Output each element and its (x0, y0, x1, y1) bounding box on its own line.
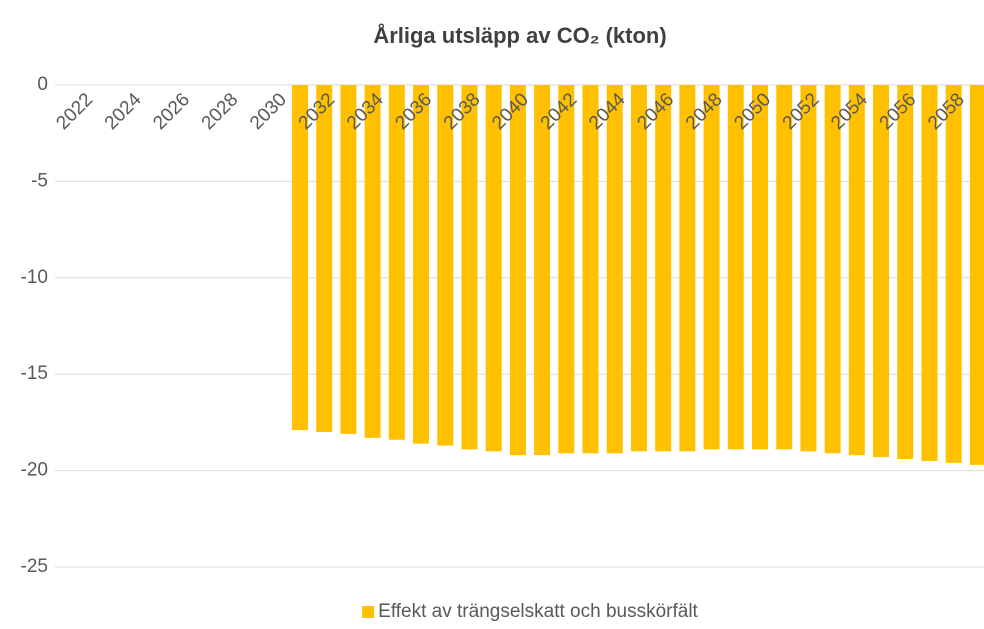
bar (461, 85, 478, 450)
x-tick-label: 2022 (52, 89, 97, 134)
bar (292, 85, 308, 431)
bar (558, 85, 575, 454)
bar (800, 85, 817, 452)
y-tick-label: -25 (21, 556, 48, 577)
bar (655, 85, 672, 452)
y-tick-label: -10 (21, 267, 48, 288)
legend-label: Effekt av trängselskatt och busskörfält (378, 601, 698, 622)
bar (509, 85, 526, 456)
bar (703, 85, 720, 450)
bar (630, 85, 647, 452)
y-tick-label: -15 (21, 363, 48, 384)
bar (945, 85, 962, 463)
bar (752, 85, 768, 450)
bar (897, 85, 914, 460)
bar (606, 85, 623, 454)
bar (388, 85, 405, 440)
bar (824, 85, 841, 454)
bar (485, 85, 502, 452)
bar (316, 85, 333, 433)
bar (873, 85, 890, 458)
chart-title: Årliga utsläpp av CO₂ (kton) (373, 22, 666, 48)
bar (848, 85, 865, 456)
bar (364, 85, 381, 438)
legend-swatch (362, 606, 375, 618)
bar (921, 85, 938, 461)
x-tick-label: 2026 (149, 89, 194, 134)
bar (679, 85, 696, 452)
bar (727, 85, 744, 450)
x-tick-label: 2024 (101, 89, 146, 134)
bar (582, 85, 599, 454)
y-tick-label: -5 (31, 170, 48, 191)
y-tick-label: -20 (21, 460, 48, 481)
bar (534, 85, 551, 456)
x-tick-label: 2028 (198, 89, 243, 134)
y-tick-label: 0 (37, 74, 48, 95)
bar (969, 85, 984, 465)
bar (776, 85, 793, 450)
bar (437, 85, 454, 446)
x-tick-label: 2030 (246, 89, 291, 134)
bar (340, 85, 357, 434)
bar (413, 85, 430, 444)
